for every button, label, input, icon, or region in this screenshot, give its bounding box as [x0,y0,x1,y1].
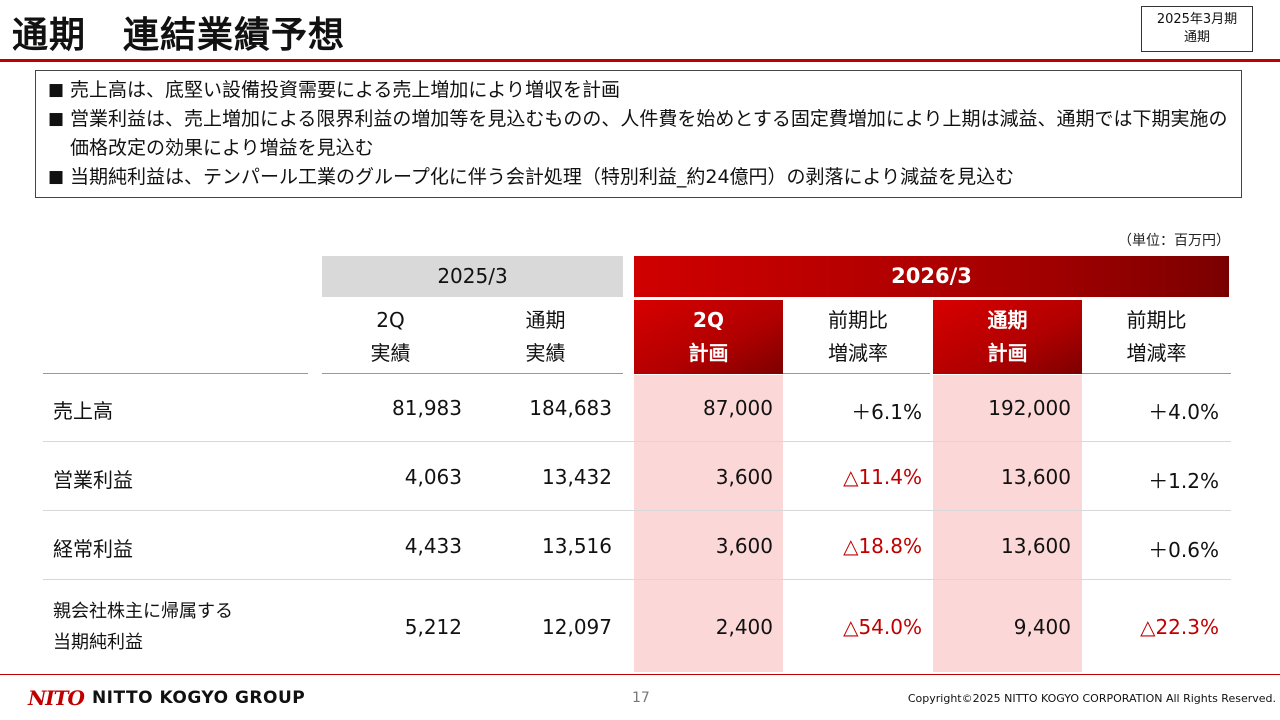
highlight-column-full-plan [933,375,1082,672]
column-header-line1: 通期 [525,308,566,332]
column-header-full-plan: 通期 計画 [933,300,1082,374]
column-header-line1: 2Q [693,308,724,332]
cell-full-yoy: △22.3% [1140,615,1219,639]
row-label-line1: 親会社株主に帰属する [53,601,233,622]
summary-bullet: ■ 営業利益は、売上増加による限界利益の増加等を見込むものの、人件費を始めとする… [48,105,1231,163]
header-divider [783,373,930,374]
column-header-line2: 増減率 [1126,341,1187,365]
highlight-column-2q-plan [634,375,783,672]
row-divider [43,579,1231,580]
cell-2q-actual: 5,212 [404,615,462,639]
column-header-line1: 2Q [376,308,405,332]
header-divider [43,373,308,374]
row-divider [43,510,1231,511]
column-header-line1: 前期比 [828,308,888,332]
cell-full-yoy: ＋4.0% [1148,400,1219,424]
row-divider [43,441,1231,442]
row-label-line2: 当期純利益 [53,632,143,653]
nito-logo-icon: NITO [28,686,85,710]
cell-full-actual: 12,097 [542,615,612,639]
company-logo: NITO NITTO KOGYO GROUP [28,686,305,710]
cell-full-yoy: ＋1.2% [1148,469,1219,493]
copyright-text: Copyright©2025 NITTO KOGYO CORPORATION A… [907,692,1276,705]
column-header-full-actual: 通期 実績 [472,300,619,374]
column-header-line2: 計画 [987,341,1028,365]
summary-bullet: ■ 売上高は、底堅い設備投資需要による売上増加により増収を計画 [48,76,1231,105]
row-label: 経常利益 [53,537,133,561]
bullet-square-icon: ■ [48,80,65,100]
bullet-square-icon: ■ [48,167,65,187]
period-badge: 2025年3月期 通期 [1141,6,1253,52]
summary-text-net-income: 当期純利益は、テンパール工業のグループ化に伴う会計処理（特別利益_約24億円）の… [70,166,1015,188]
cell-2q-actual: 4,433 [404,534,462,558]
page-number: 17 [632,690,650,706]
column-header-2q-plan: 2Q 計画 [634,300,783,374]
column-header-line2: 実績 [525,341,566,365]
summary-text-operating-income: 営業利益は、売上増加による限界利益の増加等を見込むものの、人件費を始めとする固定… [70,108,1228,159]
group-header-2026: 2026/3 [634,256,1229,297]
cell-2q-actual: 4,063 [404,465,462,489]
group-header-2025: 2025/3 [322,256,623,297]
period-badge-line2: 通期 [1183,30,1210,45]
unit-note: （単位：百万円） [1118,233,1230,249]
period-badge-line1: 2025年3月期 [1156,12,1238,27]
cell-2q-yoy: △18.8% [843,534,922,558]
summary-text-sales: 売上高は、底堅い設備投資需要による売上増加により増収を計画 [70,79,621,101]
column-header-2q-actual: 2Q 実績 [317,300,464,374]
column-header-full-yoy: 前期比 増減率 [1082,300,1231,374]
summary-box: ■ 売上高は、底堅い設備投資需要による売上増加により増収を計画 ■ 営業利益は、… [35,70,1242,198]
cell-2q-yoy: ＋6.1% [851,400,922,424]
row-label: 親会社株主に帰属する 当期純利益 [53,596,233,658]
summary-bullet: ■ 当期純利益は、テンパール工業のグループ化に伴う会計処理（特別利益_約24億円… [48,163,1231,192]
cell-2q-actual: 81,983 [392,396,462,420]
row-label: 売上高 [53,399,113,423]
cell-2q-yoy: △11.4% [843,465,922,489]
cell-2q-plan: 3,600 [715,465,773,489]
cell-full-actual: 13,432 [542,465,612,489]
header-divider [322,373,623,374]
cell-full-yoy: ＋0.6% [1148,538,1219,562]
cell-full-plan: 13,600 [1001,465,1071,489]
cell-2q-plan: 2,400 [715,615,773,639]
cell-2q-plan: 3,600 [715,534,773,558]
cell-2q-yoy: △54.0% [843,615,922,639]
cell-2q-plan: 87,000 [703,396,773,420]
column-header-2q-yoy: 前期比 増減率 [783,300,933,374]
cell-full-plan: 13,600 [1001,534,1071,558]
cell-full-actual: 13,516 [542,534,612,558]
column-header-line2: 計画 [688,341,729,365]
column-header-line2: 増減率 [828,341,888,365]
cell-full-actual: 184,683 [529,396,612,420]
column-header-line1: 通期 [987,308,1028,332]
row-label: 営業利益 [53,468,133,492]
title-divider [0,59,1280,62]
column-header-line1: 前期比 [1126,308,1187,332]
bullet-square-icon: ■ [48,109,65,129]
page-title: 通期 連結業績予想 [12,15,346,56]
footer-divider [0,674,1280,675]
cell-full-plan: 9,400 [1013,615,1071,639]
header-divider [1082,373,1231,374]
logo-text: NITTO KOGYO GROUP [91,688,306,708]
column-header-line2: 実績 [370,341,411,365]
cell-full-plan: 192,000 [988,396,1071,420]
